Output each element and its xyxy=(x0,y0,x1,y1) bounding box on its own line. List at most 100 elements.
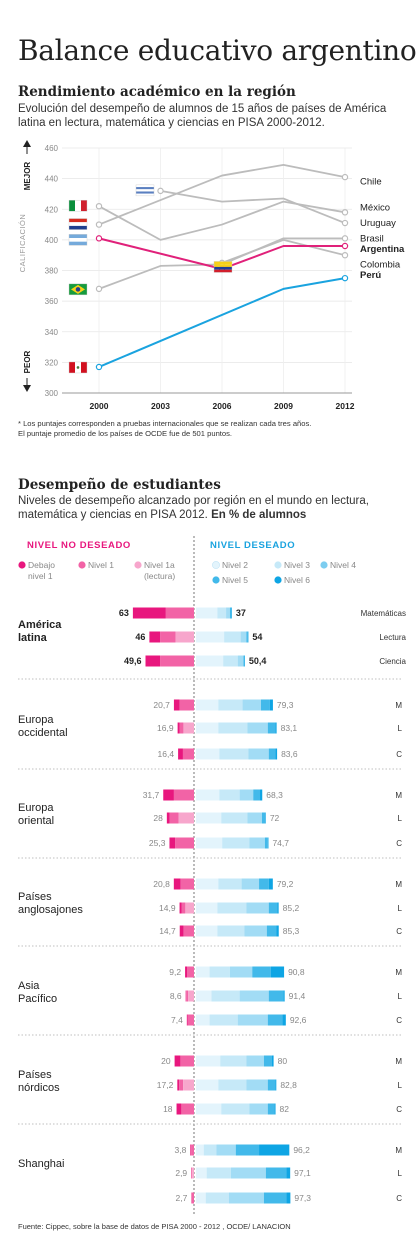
flag-border xyxy=(68,283,88,296)
bar-negative-segment xyxy=(175,631,194,643)
legend-positive-label: Nivel 5 xyxy=(222,575,248,585)
bar-positive-segment xyxy=(267,1014,283,1026)
flag-stripe xyxy=(69,238,87,242)
bar-positive-segment xyxy=(219,748,249,760)
x-tick-label: 2006 xyxy=(213,401,232,411)
bar-positive-segment xyxy=(203,1144,217,1156)
flag-border xyxy=(213,261,233,273)
bar-positive-segment xyxy=(196,925,218,937)
bar-negative-segment xyxy=(190,1144,192,1156)
bar-negative-segment xyxy=(163,789,174,801)
negative-total-label: 3,8 xyxy=(174,1145,186,1155)
bar-positive-segment xyxy=(267,722,276,734)
bar-positive-segment xyxy=(243,655,245,667)
bar-positive-segment xyxy=(268,902,278,914)
bar-negative-segment xyxy=(160,655,194,667)
region-label-europa-occidental-cont: occidental xyxy=(18,727,68,739)
bar-negative-segment xyxy=(192,1167,194,1179)
data-point-peru xyxy=(341,274,349,282)
section2-subtitle: Niveles de desempeño alcanzado por regió… xyxy=(18,494,398,522)
flag-stripe xyxy=(75,200,81,212)
chile-flag-icon xyxy=(68,218,88,230)
flag-stripe xyxy=(214,264,232,267)
negative-total-label: 18 xyxy=(163,1104,173,1114)
subject-label: C xyxy=(396,1194,402,1203)
uruguay-flag-icon xyxy=(135,184,155,197)
bar-negative-segment xyxy=(176,1103,182,1115)
data-point-argentina xyxy=(95,235,103,242)
bar-positive-segment xyxy=(211,990,240,1002)
bar-positive-segment xyxy=(239,789,254,801)
bar-negative-segment xyxy=(178,812,194,824)
bar-positive-segment xyxy=(235,1144,260,1156)
bar-positive-segment xyxy=(196,699,219,711)
bar-positive-segment xyxy=(267,1103,275,1115)
data-point-brasil xyxy=(95,285,103,293)
subject-label: L xyxy=(398,904,403,913)
flag-stripe xyxy=(136,184,154,188)
bar-positive-segment xyxy=(270,966,285,978)
peru-flag-icon xyxy=(68,361,88,374)
bar-positive-segment xyxy=(246,1079,268,1091)
bar-positive-segment xyxy=(196,1192,206,1204)
bar-positive-segment xyxy=(217,925,245,937)
negative-total-label: 2,7 xyxy=(176,1193,188,1203)
bar-positive-segment xyxy=(196,837,223,849)
section2-subtitle-unit: En % de alumnos xyxy=(211,509,307,521)
positive-total-label: 90,8 xyxy=(288,967,305,977)
legend-positive-label: Nivel 3 xyxy=(284,560,310,570)
series-line-chile xyxy=(98,163,346,226)
subject-label: L xyxy=(398,814,403,823)
flag-stripe xyxy=(69,241,87,246)
series-label-uruguay: Uruguay xyxy=(360,218,396,229)
legend-negative-swatch xyxy=(18,561,26,569)
bar-negative-segment xyxy=(180,1055,194,1067)
flag-stripe xyxy=(136,191,154,194)
bar-positive-segment xyxy=(229,607,232,619)
region-label-asia-pacifico: Asia xyxy=(18,980,40,992)
series-line-colombia xyxy=(221,238,346,264)
brazil-flag-globe xyxy=(75,287,81,292)
flag-border xyxy=(68,234,88,246)
region-label-america-latina-cont: latina xyxy=(18,632,48,644)
bar-negative-segment xyxy=(174,1055,181,1067)
bar-chart: NIVEL NO DESEADO NIVEL DESEADO Debajonivel… xyxy=(18,536,407,1215)
bar-negative-segment xyxy=(145,655,161,667)
y-tick-label: 420 xyxy=(45,205,59,214)
bar-positive-segment xyxy=(196,1167,207,1179)
data-point-colombia xyxy=(341,251,349,259)
bar-positive-segment xyxy=(218,722,248,734)
bar-positive-segment xyxy=(196,1079,219,1091)
flag-stripe xyxy=(69,218,87,223)
bar-positive-segment xyxy=(240,631,247,643)
negative-total-label: 17,2 xyxy=(157,1080,174,1090)
bar-negative-segment xyxy=(187,1014,194,1026)
flag-stripe xyxy=(81,200,87,212)
bar-positive-segment xyxy=(267,837,269,849)
flag-stripe xyxy=(69,234,87,239)
region-label-paises-nordicos-cont: nórdicos xyxy=(18,1082,60,1094)
series-line-uruguay xyxy=(160,189,346,224)
data-point-chile xyxy=(95,221,103,228)
bar-positive-segment xyxy=(209,966,230,978)
positive-total-label: 91,4 xyxy=(289,991,306,1001)
subject-label: M xyxy=(395,701,402,710)
y-tick-label: 460 xyxy=(45,144,59,153)
positive-total-label: 50,4 xyxy=(249,656,267,666)
legend-negative-label: Nivel 1 xyxy=(88,560,114,570)
bar-negative-segment xyxy=(185,902,194,914)
positive-total-label: 82 xyxy=(280,1104,290,1114)
legend-negative-label-cont: (lectura) xyxy=(144,571,175,581)
series-line-mexico xyxy=(98,200,346,241)
bar-positive-segment xyxy=(263,1192,287,1204)
subject-label: L xyxy=(398,1169,403,1178)
flag-border xyxy=(68,199,88,212)
bar-positive-segment xyxy=(217,607,227,619)
argentina-flag-icon xyxy=(68,234,88,246)
negative-total-label: 9,2 xyxy=(169,967,181,977)
bar-positive-segment xyxy=(206,1167,231,1179)
bar-positive-segment xyxy=(286,1192,291,1204)
bar-positive-segment xyxy=(218,878,242,890)
series-label-brasil: Brasil xyxy=(360,233,384,244)
positive-total-label: 85,3 xyxy=(283,926,300,936)
